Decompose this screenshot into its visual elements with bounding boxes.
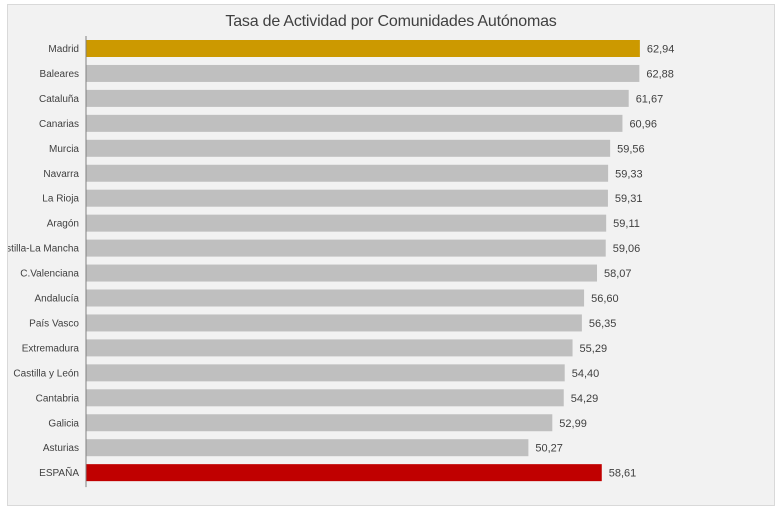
value-label: 59,33 <box>615 168 643 180</box>
category-label: Canarias <box>39 119 79 130</box>
category-label: Castilla y León <box>13 368 79 379</box>
value-label: 62,88 <box>646 68 674 80</box>
value-label: 58,61 <box>609 468 637 480</box>
value-label: 55,29 <box>580 343 608 355</box>
value-label: 58,07 <box>604 268 632 280</box>
bar-chart: Madrid 62,94 Baleares 62,88 Cataluña 61,67 Can… <box>8 36 675 488</box>
chart-title: Tasa de Actividad por Comunidades Autóno… <box>225 13 557 30</box>
bar-8 <box>86 239 606 257</box>
bar-6 <box>86 189 608 207</box>
category-label: Asturias <box>43 443 79 454</box>
bar-16 <box>86 439 529 457</box>
bar-14 <box>86 389 564 407</box>
category-label: País Vasco <box>29 318 79 329</box>
value-label: 62,94 <box>647 44 675 56</box>
category-label: C.Valenciana <box>20 269 79 280</box>
bar-3 <box>86 114 623 132</box>
value-label: 59,31 <box>615 193 643 205</box>
category-label: Andalucía <box>35 294 80 305</box>
bar-7 <box>86 214 607 232</box>
category-label: ESPAÑA <box>39 466 79 479</box>
category-label: Navarra <box>43 169 79 180</box>
bar-15 <box>86 414 553 432</box>
category-label: La Rioja <box>42 194 79 205</box>
category-label: Galicia <box>48 418 79 429</box>
bar-0 <box>86 40 640 57</box>
category-label: Extremadura <box>22 343 80 354</box>
category-label: Madrid <box>48 44 79 55</box>
value-label: 54,29 <box>571 393 599 405</box>
bar-9 <box>86 264 598 282</box>
value-label: 59,11 <box>613 218 640 230</box>
bar-17 <box>86 464 602 482</box>
value-label: 54,40 <box>572 368 600 380</box>
bar-10 <box>86 289 585 307</box>
category-label: Castilla-La Mancha <box>8 244 79 255</box>
bar-11 <box>86 314 582 332</box>
category-label: Murcia <box>49 144 79 155</box>
category-label: Baleares <box>40 69 79 80</box>
bar-1 <box>86 64 640 82</box>
bar-13 <box>86 364 565 382</box>
category-label: Aragón <box>47 219 79 230</box>
chart-frame: Tasa de Actividad por Comunidades Autóno… <box>7 4 775 506</box>
bar-5 <box>86 164 609 182</box>
value-label: 56,60 <box>591 293 619 305</box>
bar-2 <box>86 89 629 107</box>
bar-12 <box>86 339 573 357</box>
value-label: 52,99 <box>559 418 587 430</box>
category-label: Cantabria <box>36 393 80 404</box>
value-label: 61,67 <box>636 93 664 105</box>
value-label: 50,27 <box>535 443 563 455</box>
value-label: 59,56 <box>617 143 645 155</box>
value-label: 56,35 <box>589 318 617 330</box>
value-label: 59,06 <box>613 243 641 255</box>
category-label: Cataluña <box>39 94 79 105</box>
bar-4 <box>86 139 611 157</box>
value-label: 60,96 <box>629 118 657 130</box>
